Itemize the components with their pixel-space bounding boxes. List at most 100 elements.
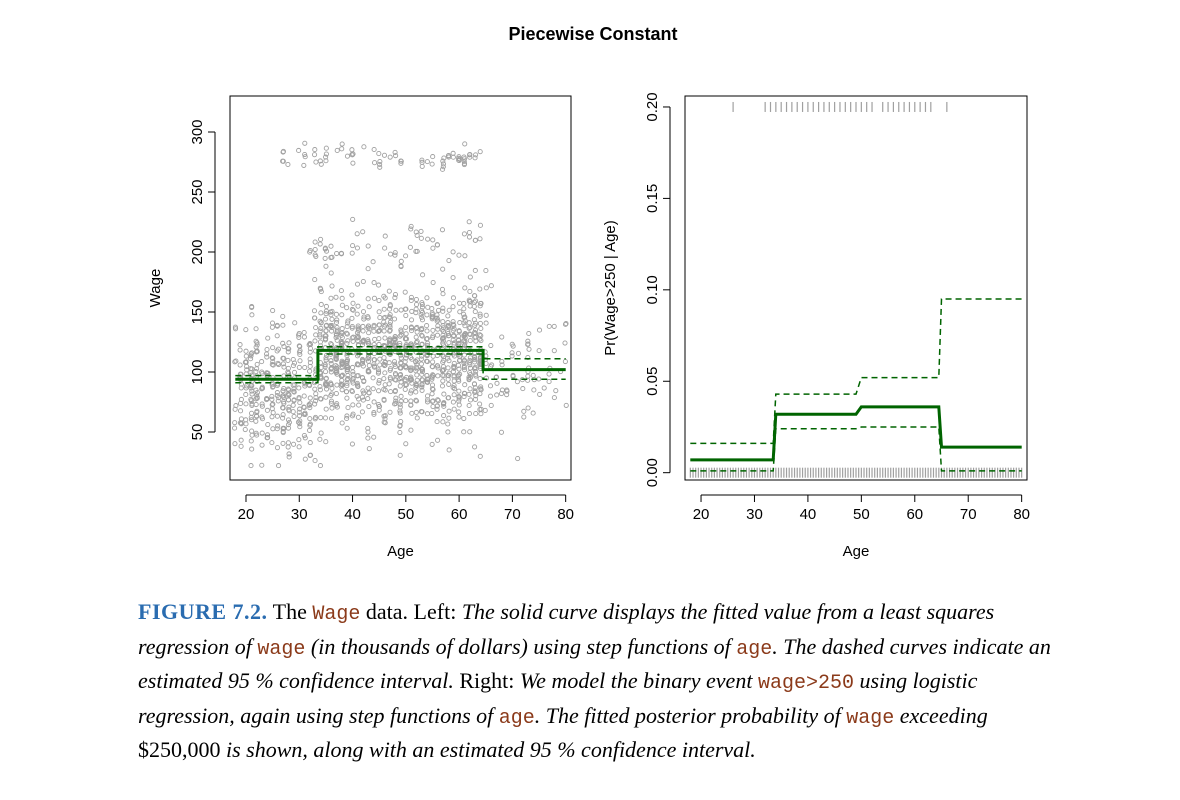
scatter-point	[242, 427, 248, 433]
scatter-point	[292, 320, 298, 326]
scatter-point	[408, 390, 414, 396]
scatter-point	[387, 322, 393, 328]
scatter-point	[430, 359, 436, 365]
x-tick-label: 50	[853, 506, 870, 523]
scatter-point	[333, 370, 339, 376]
scatter-point	[307, 416, 313, 422]
scatter-point	[413, 334, 419, 340]
scatter-point	[525, 341, 531, 347]
scatter-point	[280, 440, 286, 446]
scatter-point	[499, 334, 505, 340]
scatter-point	[333, 311, 339, 317]
scatter-point	[286, 340, 292, 346]
scatter-point	[489, 362, 495, 368]
scatter-point	[350, 402, 356, 408]
scatter-point	[440, 291, 446, 297]
scatter-point	[233, 326, 239, 332]
scatter-point	[366, 330, 372, 336]
scatter-point	[440, 266, 446, 272]
scatter-point	[413, 301, 420, 308]
scatter-point	[456, 252, 462, 258]
scatter-point	[409, 410, 415, 416]
scatter-point	[307, 427, 313, 433]
scatter-point	[259, 359, 265, 365]
scatter-point	[439, 336, 446, 342]
scatter-point	[329, 322, 335, 329]
scatter-point	[313, 159, 319, 165]
scatter-point	[386, 338, 393, 344]
scatter-point	[398, 158, 404, 164]
scatter-point	[413, 397, 419, 403]
scatter-point	[301, 162, 307, 168]
scatter-point	[376, 378, 382, 384]
scatter-point	[334, 382, 340, 388]
left-panel-wage-fit: 20 30 40 50 60 70 80 Age 50 100 150 200 250 300 Wage	[147, 95, 574, 560]
scatter-point	[329, 405, 335, 411]
confidence-interval-line	[235, 346, 566, 377]
scatter-point	[462, 323, 468, 329]
scatter-point	[466, 229, 472, 236]
scatter-point	[253, 396, 259, 402]
scatter-point	[446, 370, 452, 376]
scatter-point	[398, 263, 404, 269]
scatter-point	[237, 347, 243, 353]
scatter-point	[429, 441, 435, 447]
scatter-point	[350, 364, 356, 371]
scatter-point	[387, 314, 393, 320]
scatter-point	[525, 405, 531, 411]
scatter-point	[526, 330, 532, 337]
scatter-point	[387, 154, 393, 160]
scatter-point	[333, 319, 340, 326]
scatter-point	[264, 354, 270, 360]
scatter-point	[376, 369, 382, 375]
scatter-point	[382, 387, 388, 393]
scatter-point	[354, 382, 361, 388]
scatter-point	[382, 245, 388, 251]
scatter-point	[445, 333, 452, 339]
scatter-point	[280, 415, 286, 421]
scatter-point	[265, 335, 271, 341]
scatter-point	[403, 253, 409, 259]
scatter-point	[450, 385, 456, 391]
scatter-point	[318, 161, 324, 167]
scatter-point	[435, 300, 441, 306]
scatter-point	[466, 298, 473, 304]
scatter-point	[435, 397, 441, 403]
scatter-point	[306, 401, 312, 408]
scatter-point	[467, 303, 473, 309]
scatter-point	[302, 411, 308, 417]
scatter-point	[297, 358, 303, 364]
scatter-point	[441, 391, 447, 397]
scatter-point	[356, 362, 362, 368]
scatter-point	[473, 369, 479, 375]
scatter-point	[461, 332, 467, 338]
scatter-point	[471, 299, 477, 305]
caption-text: data.	[360, 599, 414, 624]
scatter-point	[473, 393, 479, 399]
scatter-point	[295, 419, 302, 425]
scatter-point	[270, 307, 276, 314]
scatter-point	[467, 375, 474, 381]
scatter-point	[286, 407, 292, 413]
scatter-point	[238, 400, 244, 407]
scatter-point	[546, 379, 552, 385]
scatter-point	[338, 341, 344, 347]
scatter-point	[403, 374, 410, 380]
scatter-point	[302, 383, 308, 389]
scatter-point	[386, 288, 392, 294]
scatter-point	[302, 456, 308, 462]
scatter-point	[462, 253, 468, 259]
scatter-point	[365, 296, 371, 302]
scatter-point	[254, 348, 260, 354]
scatter-point	[328, 369, 334, 375]
scatter-point	[430, 237, 436, 243]
scatter-point	[323, 154, 329, 160]
scatter-point	[237, 362, 243, 368]
scatter-point	[338, 373, 344, 379]
scatter-point	[382, 370, 388, 376]
scatter-point	[392, 333, 398, 340]
scatter-point	[441, 335, 447, 341]
scatter-point	[526, 346, 532, 352]
scatter-point	[297, 406, 303, 412]
scatter-point	[322, 415, 328, 421]
